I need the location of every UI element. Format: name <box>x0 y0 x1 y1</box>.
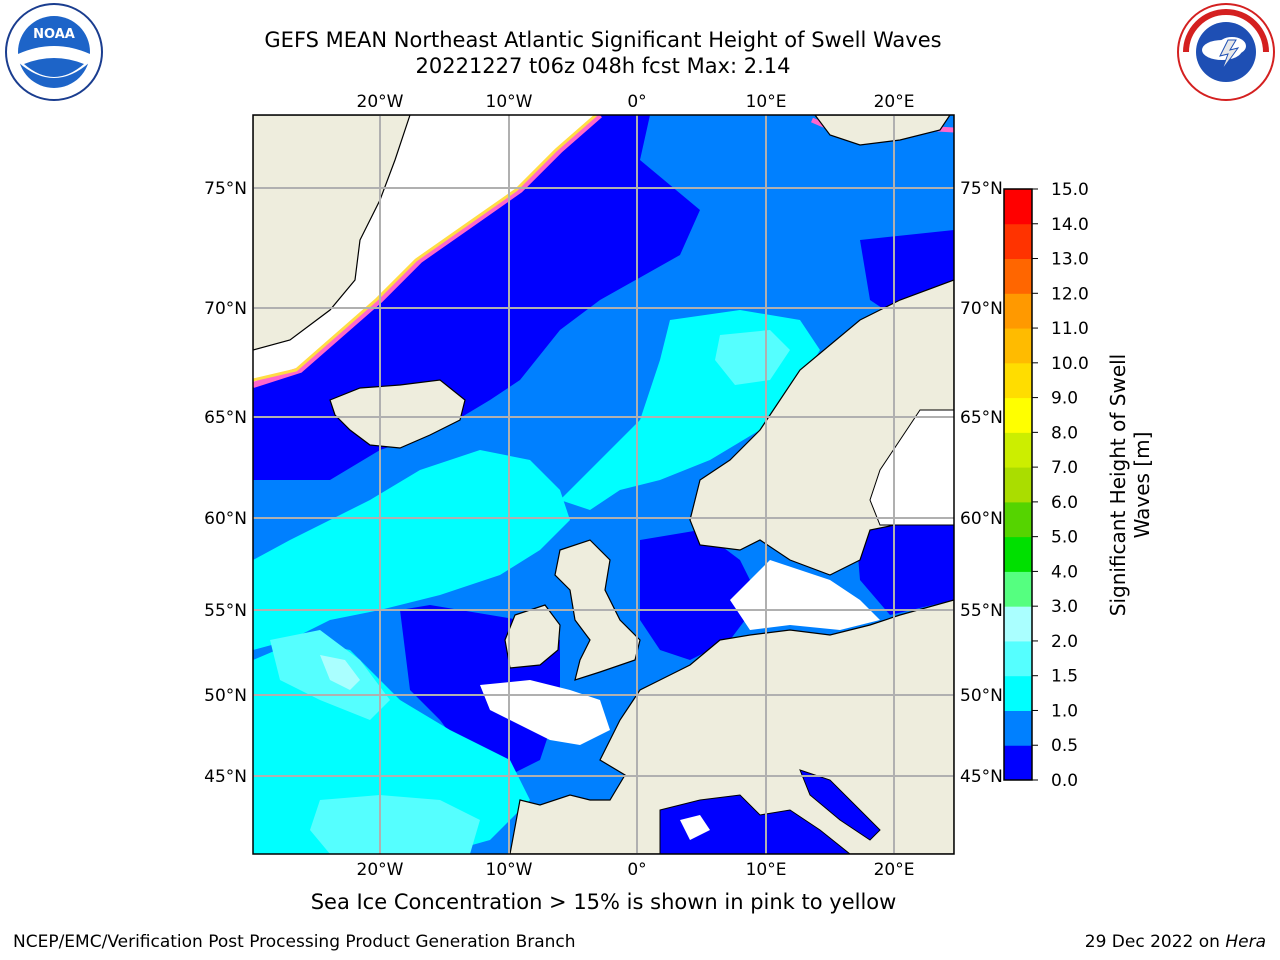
svalbard-land <box>814 115 951 146</box>
colorbar-swatch <box>1004 397 1032 433</box>
colorbar-swatch <box>1004 501 1032 538</box>
lat-tick-left: 45°N <box>204 767 247 787</box>
colorbar-swatch <box>1004 432 1032 468</box>
colorbar-frame <box>1003 188 1033 781</box>
colorbar-tick-label: 7.0 <box>1051 458 1078 478</box>
map-frame <box>252 114 955 855</box>
colorbar-tick-label: 12.0 <box>1051 284 1089 304</box>
lon-tick-bottom: 10°W <box>486 860 533 880</box>
colorbar-tick-label: 4.0 <box>1051 562 1078 582</box>
lat-tick-right: 45°N <box>960 767 1003 787</box>
lat-tick-left: 70°N <box>204 299 247 319</box>
colorbar-tick-label: 0.5 <box>1051 736 1078 756</box>
biscay-no-data <box>480 680 610 745</box>
colorbar-tick-label: 1.5 <box>1051 667 1078 687</box>
colorbar-swatch <box>1004 328 1032 364</box>
gulf-of-bothnia-no-data <box>869 409 954 526</box>
colorbar-swatch <box>1004 467 1032 503</box>
colorbar-label-line2: Waves [m] <box>1130 431 1154 539</box>
lon-tick-top: 10°W <box>486 92 533 112</box>
lat-tick-right: 50°N <box>960 686 1003 706</box>
sea-ice-edge <box>253 115 602 388</box>
colorbar: 0.0 0.5 1.0 1.5 2.0 3.0 4.0 5.0 6.0 7.0 8.0 9.0 10.0… <box>1003 180 1089 791</box>
lat-tick-right: 70°N <box>960 299 1003 319</box>
footer-date: 29 Dec 2022 on Hera <box>1085 932 1266 952</box>
colorbar-tick-label: 1.0 <box>1051 701 1078 721</box>
mediterranean-white <box>680 815 710 840</box>
lon-tick-bottom: 20°W <box>357 860 404 880</box>
swell-band-0-0.5-baltic <box>855 520 954 615</box>
footer-host: Hera <box>1225 932 1266 952</box>
colorbar-swatch <box>1004 536 1032 572</box>
nws-logo <box>1177 3 1275 101</box>
adriatic-sea <box>799 769 881 841</box>
lat-tick-left: 65°N <box>204 408 247 428</box>
lat-tick-left: 50°N <box>204 686 247 706</box>
footer-date-text: 29 Dec 2022 on <box>1084 932 1226 952</box>
footer-credit: NCEP/EMC/Verification Post Processing Pr… <box>13 932 576 952</box>
colorbar-tick-label: 14.0 <box>1051 215 1089 235</box>
lat-tick-right: 55°N <box>960 601 1003 621</box>
lat-tick-left: 60°N <box>204 509 247 529</box>
colorbar-tick-label: 6.0 <box>1051 493 1078 513</box>
lon-tick-top: 20°E <box>874 92 915 112</box>
swell-band-2-3 <box>320 655 360 690</box>
colorbar-swatch <box>1004 675 1032 711</box>
swell-band-1.5-2-norwegian <box>715 330 790 385</box>
colorbar-tick-label: 11.0 <box>1051 319 1089 339</box>
colorbar-swatch <box>1004 223 1032 260</box>
colorbar-swatch <box>1004 293 1032 329</box>
colorbar-tick-label: 9.0 <box>1051 389 1078 409</box>
lon-tick-bottom: 20°E <box>874 860 915 880</box>
colorbar-tick-label: 15.0 <box>1051 180 1089 200</box>
ireland-land <box>504 604 561 669</box>
noaa-logo: NOAA <box>5 3 103 101</box>
lon-tick-bottom: 0° <box>627 860 646 880</box>
colorbar-swatch <box>1004 571 1032 607</box>
colorbar-tick-label: 2.0 <box>1051 632 1078 652</box>
gridlines <box>253 115 954 854</box>
lat-tick-right: 65°N <box>960 408 1003 428</box>
iceland-land <box>329 379 466 449</box>
lat-tick-left: 75°N <box>204 179 247 199</box>
noaa-logo-text: NOAA <box>33 27 75 42</box>
chart-subtitle-forecast: 20221227 t06z 048h fcst Max: 2.14 <box>415 54 791 78</box>
lat-tick-left: 55°N <box>204 601 247 621</box>
colorbar-swatch <box>1004 710 1032 746</box>
lon-tick-bottom: 10°E <box>746 860 787 880</box>
colorbar-swatch <box>1004 258 1032 294</box>
swell-band-0-0.5-north-sea <box>640 530 760 660</box>
sea-ice-edge-inner <box>253 115 597 382</box>
mediterranean-sea <box>659 794 851 854</box>
colorbar-tick-label: 3.0 <box>1051 597 1078 617</box>
colorbar-tick-label: 10.0 <box>1051 354 1089 374</box>
map-area <box>253 115 954 854</box>
lat-tick-right: 75°N <box>960 179 1003 199</box>
colorbar-tick-label: 5.0 <box>1051 528 1078 548</box>
colorbar-swatch <box>1004 606 1032 642</box>
swell-band-1.5-2-south <box>310 795 480 854</box>
lon-tick-top: 0° <box>627 92 646 112</box>
swell-band-1-1.5 <box>253 450 570 650</box>
colorbar-tick-label: 13.0 <box>1051 250 1089 270</box>
lon-tick-top: 10°E <box>746 92 787 112</box>
greenland-land <box>253 115 411 351</box>
europe-land <box>509 599 954 854</box>
baltic-no-data <box>730 560 880 630</box>
colorbar-swatch <box>1004 640 1032 677</box>
colorbar-tick-label: 8.0 <box>1051 423 1078 443</box>
lon-tick-top: 20°W <box>357 92 404 112</box>
colorbar-swatch <box>1004 362 1032 399</box>
colorbar-swatch <box>1004 189 1032 225</box>
lat-tick-right: 60°N <box>960 509 1003 529</box>
chart-title: GEFS MEAN Northeast Atlantic Significant… <box>264 28 942 52</box>
sea-ice-note: Sea Ice Concentration > 15% is shown in … <box>310 890 897 914</box>
colorbar-swatch <box>1004 745 1032 781</box>
colorbar-label-line1: Significant Height of Swell <box>1106 353 1130 617</box>
colorbar-tick-label: 0.0 <box>1051 771 1078 791</box>
